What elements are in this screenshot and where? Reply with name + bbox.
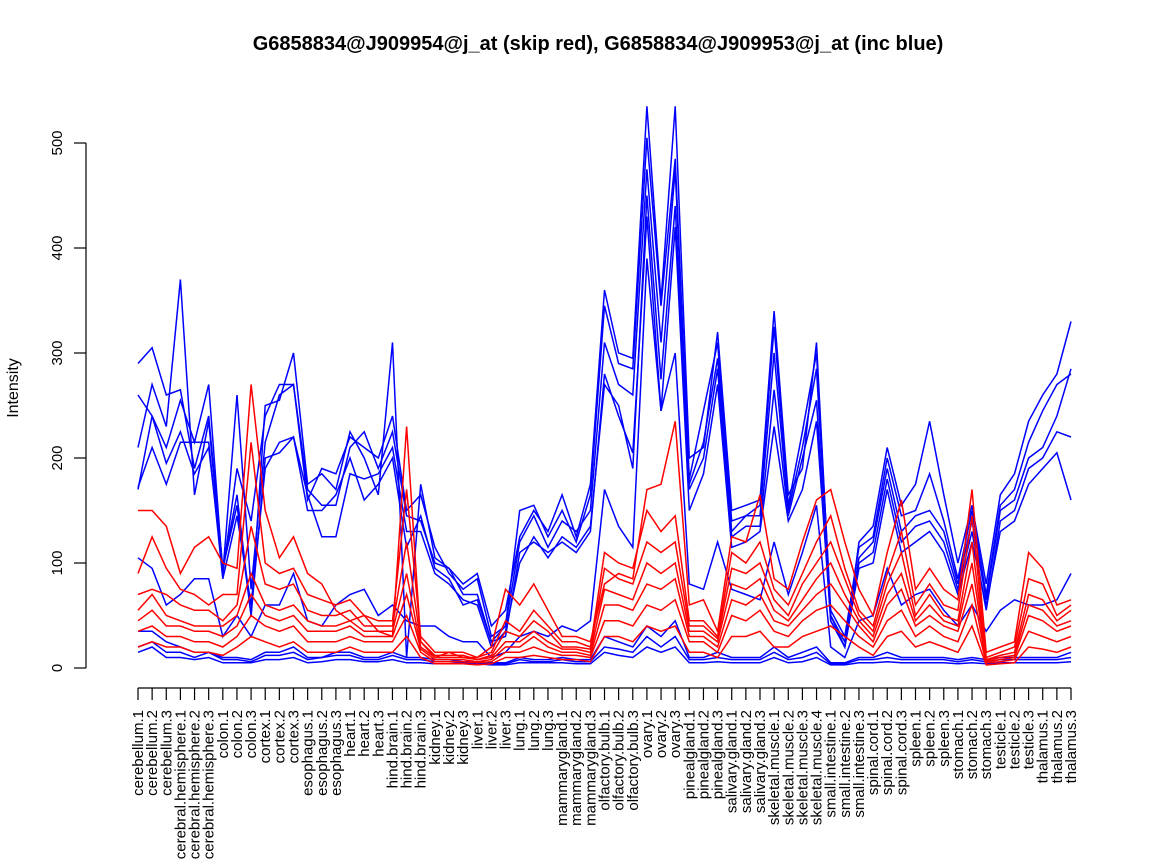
x-tick-label: mammarygland.2 xyxy=(568,710,585,826)
x-tick-label: thalamus.1 xyxy=(1035,710,1052,783)
series-line-13 xyxy=(137,561,1072,662)
x-tick-label: spinal.cord.1 xyxy=(865,710,882,795)
series-line-9 xyxy=(137,646,1072,666)
x-tick-label: colon.3 xyxy=(243,710,260,758)
x-tick-label: stomach.2 xyxy=(964,710,981,779)
x-tick-label: lung.3 xyxy=(540,710,557,751)
x-tick-label: heart.1 xyxy=(342,710,359,757)
series-line-12 xyxy=(137,526,1072,661)
x-tick-label: cortex.1 xyxy=(257,710,274,763)
x-tick-label: salivary.gland.1 xyxy=(724,710,741,813)
x-tick-label: ovary.1 xyxy=(639,710,656,758)
x-tick-label: hind.brain.1 xyxy=(384,710,401,788)
x-tick-label: ovary.2 xyxy=(653,710,670,758)
x-tick-label: stomach.3 xyxy=(978,710,995,779)
x-tick-label: testicle.1 xyxy=(992,710,1009,769)
series-line-4 xyxy=(137,195,1072,650)
x-tick-label: esophagus.2 xyxy=(314,710,331,796)
x-tick-label: thalamus.2 xyxy=(1049,710,1066,783)
x-tick-label: spinal.cord.2 xyxy=(879,710,896,795)
x-tick-label: small.intestine.3 xyxy=(851,710,868,818)
y-tick-label: 400 xyxy=(49,235,66,260)
series-line-15 xyxy=(137,598,1072,664)
x-tick-label: small.intestine.1 xyxy=(823,710,840,818)
x-tick-label: ovary.3 xyxy=(667,710,684,758)
x-tick-label: skeletal.muscle.3 xyxy=(794,710,811,825)
x-tick-label: spleen.2 xyxy=(922,710,939,767)
y-tick-label: 0 xyxy=(49,664,66,672)
x-tick-label: cerebellum.2 xyxy=(144,710,161,796)
y-axis-label: Intensity xyxy=(5,358,22,418)
series-line-6 xyxy=(137,258,1072,659)
x-tick-label: cortex.3 xyxy=(286,710,303,763)
series-line-10 xyxy=(138,384,1072,659)
x-tick-label: lung.1 xyxy=(512,710,529,751)
x-tick-label: heart.2 xyxy=(356,710,373,757)
x-tick-label: thalamus.3 xyxy=(1063,710,1080,783)
x-tick-label: olfactory.bulb.3 xyxy=(625,710,642,811)
x-tick-label: salivary.gland.3 xyxy=(752,710,769,813)
y-tick-label: 200 xyxy=(49,445,66,470)
series-line-8 xyxy=(137,635,1072,665)
x-tick-label: colon.2 xyxy=(229,710,246,758)
x-tick-label: cortex.2 xyxy=(271,710,288,763)
series-line-3 xyxy=(137,169,1072,645)
x-tick-label: esophagus.1 xyxy=(300,710,317,796)
x-tick-label: colon.1 xyxy=(215,710,232,758)
series-line-16 xyxy=(137,624,1072,666)
x-tick-label: cerebral.hemisphere.1 xyxy=(172,710,189,859)
y-tick-label: 500 xyxy=(49,130,66,155)
x-tick-label: liver.3 xyxy=(498,710,515,749)
x-tick-label: kidney.2 xyxy=(441,710,458,765)
x-axis: cerebellum.1cerebellum.2cerebellum.3cere… xyxy=(130,687,1080,859)
x-tick-label: spleen.1 xyxy=(908,710,925,767)
x-tick-label: esophagus.3 xyxy=(328,710,345,796)
x-tick-label: skeletal.muscle.2 xyxy=(780,710,797,825)
x-tick-label: mammarygland.1 xyxy=(554,710,571,826)
x-tick-label: stomach.1 xyxy=(950,710,967,779)
series-layer xyxy=(137,106,1072,666)
x-tick-label: cerebellum.1 xyxy=(130,710,147,796)
series-line-11 xyxy=(137,442,1072,659)
x-tick-label: olfactory.bulb.2 xyxy=(611,710,628,811)
series-line-14 xyxy=(137,577,1072,663)
y-axis: 0 100 200 300 400 500 xyxy=(49,130,87,672)
x-tick-label: spleen.3 xyxy=(936,710,953,767)
series-line-1 xyxy=(137,106,1072,658)
x-tick-label: skeletal.muscle.4 xyxy=(809,710,826,825)
x-tick-label: small.intestine.2 xyxy=(837,710,854,818)
x-tick-label: cerebral.hemisphere.3 xyxy=(201,710,218,859)
chart-title: G6858834@J909954@j_at (skip red), G68588… xyxy=(253,33,944,55)
x-tick-label: lung.2 xyxy=(526,710,543,751)
x-tick-label: olfactory.bulb.1 xyxy=(597,710,614,811)
series-line-5 xyxy=(137,216,1072,650)
x-tick-label: kidney.1 xyxy=(427,710,444,765)
x-tick-label: testicle.2 xyxy=(1006,710,1023,769)
x-tick-label: skeletal.muscle.1 xyxy=(766,710,783,825)
x-tick-label: kidney.3 xyxy=(455,710,472,765)
y-tick-label: 300 xyxy=(49,340,66,365)
x-tick-label: pinealgland.2 xyxy=(695,710,712,799)
x-tick-label: liver.2 xyxy=(483,710,500,749)
x-tick-label: pinealgland.1 xyxy=(681,710,698,799)
x-tick-label: heart.3 xyxy=(370,710,387,757)
x-tick-label: pinealgland.3 xyxy=(710,710,727,799)
x-tick-label: testicle.3 xyxy=(1021,710,1038,769)
x-tick-label: spinal.cord.3 xyxy=(893,710,910,795)
y-tick-label: 100 xyxy=(49,550,66,575)
x-tick-label: cerebral.hemisphere.2 xyxy=(187,710,204,859)
x-tick-label: liver.1 xyxy=(469,710,486,749)
x-tick-label: hind.brain.2 xyxy=(399,710,416,788)
x-tick-label: hind.brain.3 xyxy=(413,710,430,788)
x-tick-label: salivary.gland.2 xyxy=(738,710,755,813)
x-tick-label: mammarygland.3 xyxy=(582,710,599,826)
x-tick-label: cerebellum.3 xyxy=(158,710,175,796)
